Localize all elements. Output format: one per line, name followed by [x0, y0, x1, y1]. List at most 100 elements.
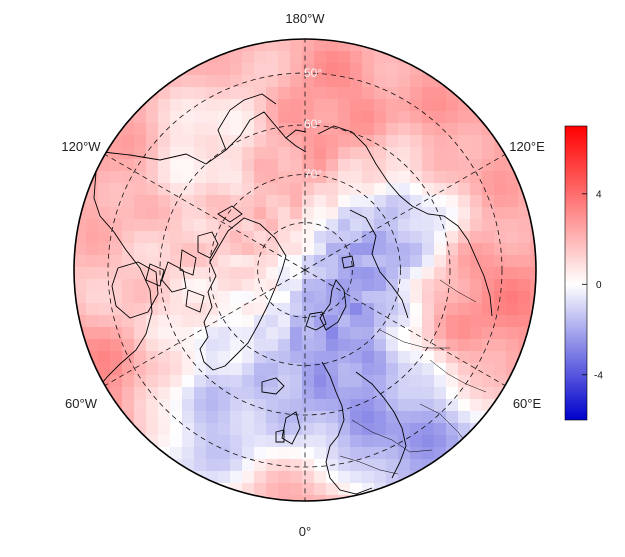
anomaly-cell [266, 87, 279, 100]
anomaly-cell [374, 339, 387, 352]
anomaly-cell [266, 471, 279, 484]
anomaly-cell [122, 171, 135, 184]
anomaly-cell [314, 459, 327, 472]
anomaly-cell [74, 183, 87, 196]
anomaly-cell [206, 303, 219, 316]
anomaly-cell [266, 267, 279, 280]
anomaly-cell [218, 447, 231, 460]
anomaly-cell [290, 135, 303, 148]
anomaly-cell [266, 183, 279, 196]
anomaly-cell [350, 231, 363, 244]
anomaly-cell [242, 279, 255, 292]
anomaly-cell [434, 327, 447, 340]
anomaly-cell [98, 207, 111, 220]
anomaly-cell [290, 159, 303, 172]
anomaly-cell [218, 123, 231, 136]
anomaly-cell [314, 39, 327, 40]
anomaly-cell [410, 243, 423, 256]
anomaly-cell [398, 447, 411, 460]
anomaly-cell [170, 279, 183, 292]
anomaly-cell [362, 255, 375, 268]
anomaly-cell [266, 459, 279, 472]
anomaly-cell [266, 75, 279, 88]
polar-spoke-60 [304, 269, 347, 295]
anomaly-cell [362, 267, 375, 280]
anomaly-cell [362, 195, 375, 208]
anomaly-cell [314, 243, 327, 256]
anomaly-cell [326, 315, 339, 328]
anomaly-cell [266, 255, 279, 268]
anomaly-cell [98, 219, 111, 232]
anomaly-cell [446, 351, 459, 364]
anomaly-cell [158, 87, 171, 100]
anomaly-cell [482, 363, 495, 376]
anomaly-cell [326, 495, 339, 501]
anomaly-cell [326, 207, 339, 220]
anomaly-cell [146, 183, 159, 196]
anomaly-cell [410, 255, 423, 268]
anomaly-cell [314, 75, 327, 88]
anomaly-cell [314, 135, 327, 148]
anomaly-cell [482, 387, 495, 400]
anomaly-cell [374, 207, 387, 220]
anomaly-cell [98, 267, 111, 280]
anomaly-cell [218, 39, 231, 52]
anomaly-cell [134, 399, 147, 412]
anomaly-cell [230, 243, 243, 256]
anomaly-cell [374, 99, 387, 112]
anomaly-cell [146, 399, 159, 412]
anomaly-cell [458, 135, 471, 148]
anomaly-cell [218, 279, 231, 292]
anomaly-cell [338, 63, 351, 76]
anomaly-cell [326, 219, 339, 232]
anomaly-cell [374, 279, 387, 292]
anomaly-cell [326, 243, 339, 256]
anomaly-cell [314, 411, 327, 424]
anomaly-cell [218, 63, 231, 76]
anomaly-cell [410, 99, 423, 112]
anomaly-cell [146, 375, 159, 388]
anomaly-cell [494, 243, 507, 256]
anomaly-cell [266, 399, 279, 412]
anomaly-cell [242, 303, 255, 316]
anomaly-cell [302, 135, 315, 148]
anomaly-cell [98, 279, 111, 292]
anomaly-cell [494, 363, 507, 376]
anomaly-cell [350, 363, 363, 376]
anomaly-cell [458, 327, 471, 340]
anomaly-cell [362, 447, 375, 460]
anomaly-cell [290, 315, 303, 328]
anomaly-cell [326, 87, 339, 100]
anomaly-cell [242, 315, 255, 328]
anomaly-cell [434, 255, 447, 268]
anomaly-cell [242, 327, 255, 340]
anomaly-cell [350, 87, 363, 100]
anomaly-cell [410, 267, 423, 280]
anomaly-cell [422, 99, 435, 112]
anomaly-cell [110, 291, 123, 304]
anomaly-cell [182, 243, 195, 256]
anomaly-cell [218, 267, 231, 280]
anomaly-cell [254, 207, 267, 220]
anomaly-cell [146, 363, 159, 376]
anomaly-cell [206, 399, 219, 412]
anomaly-cell [434, 267, 447, 280]
anomaly-cell [254, 99, 267, 112]
anomaly-cell [434, 195, 447, 208]
anomaly-cell [410, 219, 423, 232]
anomaly-cell [194, 447, 207, 460]
anomaly-cell [158, 315, 171, 328]
anomaly-cell [134, 315, 147, 328]
anomaly-cell [242, 423, 255, 436]
colorbar-scale [564, 125, 588, 421]
anomaly-cell [230, 459, 243, 472]
anomaly-cell [206, 171, 219, 184]
anomaly-cell [410, 375, 423, 388]
anomaly-cell [374, 471, 387, 484]
anomaly-cell [230, 399, 243, 412]
anomaly-cell [470, 147, 483, 160]
anomaly-cell [314, 195, 327, 208]
anomaly-cell [230, 231, 243, 244]
anomaly-cell [134, 351, 147, 364]
